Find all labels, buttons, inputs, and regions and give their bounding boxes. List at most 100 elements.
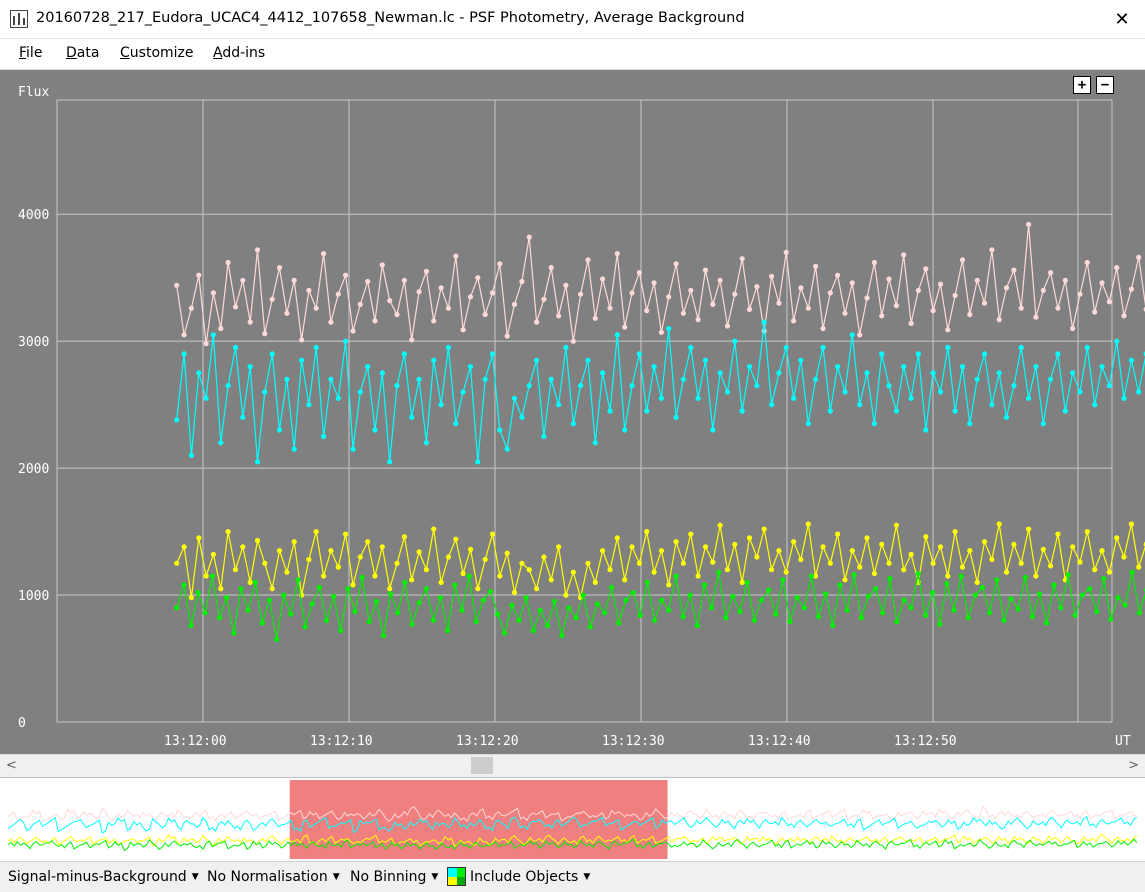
data-point: [1063, 408, 1068, 413]
data-point: [431, 527, 436, 532]
data-point: [381, 633, 386, 638]
data-point: [872, 260, 877, 265]
data-point: [609, 585, 614, 590]
data-point: [299, 358, 304, 363]
data-point: [350, 582, 355, 587]
data-point: [873, 586, 878, 591]
y-tick-label: 2000: [18, 462, 49, 477]
data-point: [879, 351, 884, 356]
scroll-right-icon[interactable]: >: [1128, 758, 1139, 773]
data-point: [637, 561, 642, 566]
menu-customize[interactable]: Customize: [120, 45, 194, 61]
data-point: [292, 539, 297, 544]
data-point: [1121, 396, 1126, 401]
zoom-in-button[interactable]: +: [1073, 76, 1091, 94]
data-point: [638, 613, 643, 618]
data-point: [218, 440, 223, 445]
data-point: [600, 548, 605, 553]
data-point: [417, 600, 422, 605]
data-point: [776, 301, 781, 306]
signal-mode-dropdown[interactable]: Signal-minus-Background▼: [8, 869, 199, 885]
data-point: [909, 321, 914, 326]
data-point: [512, 590, 517, 595]
data-point: [431, 618, 436, 623]
data-point: [688, 593, 693, 598]
data-point: [816, 614, 821, 619]
data-point: [284, 377, 289, 382]
data-point: [872, 571, 877, 576]
data-point: [1008, 596, 1013, 601]
data-point: [1051, 582, 1056, 587]
data-point: [245, 608, 250, 613]
scroll-left-icon[interactable]: <: [6, 758, 17, 773]
x-tick-label: 13:12:20: [456, 734, 519, 749]
data-point: [314, 345, 319, 350]
include-objects-dropdown[interactable]: Include Objects▼: [470, 869, 590, 885]
data-point: [438, 595, 443, 600]
data-point: [260, 620, 265, 625]
data-point: [310, 601, 315, 606]
data-point: [556, 402, 561, 407]
data-point: [527, 235, 532, 240]
data-point: [238, 586, 243, 591]
data-point: [666, 294, 671, 299]
zoom-out-button[interactable]: −: [1096, 76, 1114, 94]
window-titlebar: 20160728_217_Eudora_UCAC4_4412_107658_Ne…: [0, 0, 1145, 39]
data-point: [937, 622, 942, 627]
data-point: [233, 567, 238, 572]
menu-add-ins[interactable]: Add-ins: [213, 45, 265, 61]
x-tick-label: 13:12:40: [748, 734, 811, 749]
data-point: [842, 577, 847, 582]
data-point: [424, 440, 429, 445]
data-point: [1037, 591, 1042, 596]
data-point: [1077, 389, 1082, 394]
series-line: [177, 322, 1145, 462]
data-point: [740, 580, 745, 585]
data-point: [1107, 383, 1112, 388]
data-point: [270, 586, 275, 591]
data-point: [975, 580, 980, 585]
horizontal-scrollbar[interactable]: < >: [0, 754, 1145, 777]
data-point: [938, 282, 943, 287]
data-point: [277, 427, 282, 432]
data-point: [424, 567, 429, 572]
y-tick-label: 1000: [18, 589, 49, 604]
data-point: [857, 565, 862, 570]
data-point: [204, 573, 209, 578]
data-point: [1114, 339, 1119, 344]
data-point: [306, 557, 311, 562]
binning-dropdown[interactable]: No Binning▼: [350, 869, 438, 885]
overview-strip[interactable]: [0, 777, 1145, 861]
data-point: [652, 280, 657, 285]
data-point: [809, 573, 814, 578]
data-point: [474, 619, 479, 624]
data-point: [982, 301, 987, 306]
data-point: [585, 561, 590, 566]
scroll-thumb[interactable]: [471, 757, 493, 774]
lightcurve-app-icon: [10, 10, 28, 28]
data-point: [1004, 570, 1009, 575]
data-point: [453, 537, 458, 542]
menu-data[interactable]: Data: [66, 45, 99, 61]
data-point: [1023, 575, 1028, 580]
data-point: [321, 251, 326, 256]
menu-file[interactable]: File: [19, 45, 42, 61]
data-point: [531, 628, 536, 633]
data-point: [1026, 222, 1031, 227]
data-point: [439, 580, 444, 585]
data-point: [830, 623, 835, 628]
data-point: [1108, 617, 1113, 622]
data-point: [1011, 542, 1016, 547]
data-point: [581, 593, 586, 598]
normalisation-dropdown[interactable]: No Normalisation▼: [207, 869, 340, 885]
data-point: [585, 358, 590, 363]
data-point: [710, 560, 715, 565]
data-point: [358, 389, 363, 394]
data-point: [218, 326, 223, 331]
x-tick-label: 13:12:10: [310, 734, 373, 749]
overview-chart[interactable]: [0, 778, 1145, 861]
close-button[interactable]: ✕: [1099, 0, 1145, 38]
data-point: [901, 364, 906, 369]
